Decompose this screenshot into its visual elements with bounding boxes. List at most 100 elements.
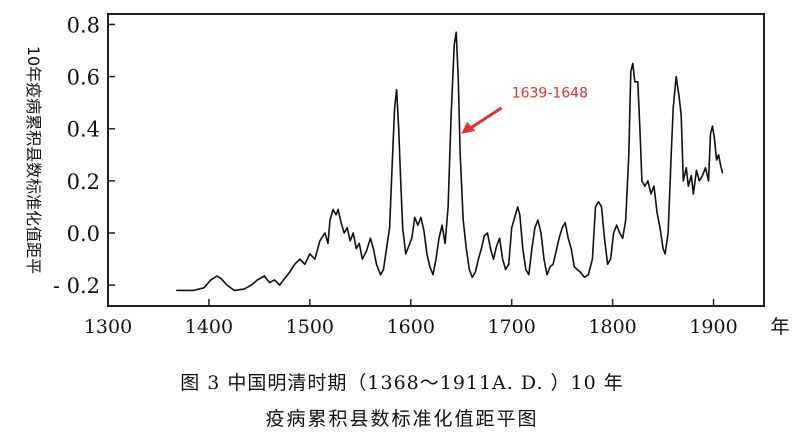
data-point (226, 284, 228, 286)
data-point (426, 253, 428, 255)
data-point (375, 263, 378, 265)
data-point (402, 227, 404, 229)
data-point (587, 274, 590, 276)
data-point (564, 222, 566, 224)
data-point (610, 258, 612, 260)
data-point (400, 180, 402, 182)
data-point (607, 263, 609, 265)
data-point (522, 248, 524, 250)
data-point (273, 279, 276, 281)
data-point (396, 89, 398, 91)
data-point (682, 180, 684, 182)
y-tick-label: 0.0 (67, 222, 100, 246)
data-point (250, 284, 252, 286)
data-point (441, 224, 443, 226)
data-point (477, 258, 479, 260)
data-point (594, 206, 597, 208)
data-point (678, 96, 680, 98)
y-axis-label: 10年疫病累积县数标准化值距平 (24, 46, 43, 274)
data-point (555, 250, 557, 252)
data-point (340, 222, 342, 224)
data-point (294, 263, 296, 265)
data-point (502, 258, 504, 260)
data-point (552, 263, 554, 265)
x-tick-label: 1700 (488, 316, 536, 338)
data-point (279, 284, 281, 286)
data-point (711, 125, 714, 127)
data-point (438, 237, 440, 239)
data-point (299, 258, 301, 260)
data-point (514, 216, 516, 218)
data-point (423, 229, 425, 231)
annotation-group: 1639-1648 (461, 85, 588, 134)
y-tick-label: 0.4 (67, 118, 100, 142)
series-group (176, 31, 724, 292)
data-point (369, 237, 371, 239)
data-point (289, 271, 291, 273)
figure-caption-line2: 疫病累积县数标准化值距平图 (265, 408, 539, 430)
data-point (567, 237, 569, 239)
x-axis: 1300 1400 1500 1600 1700 1800 1900 年 (84, 299, 790, 338)
data-point (591, 258, 594, 260)
x-tick-label: 1500 (286, 316, 334, 338)
data-point (659, 227, 661, 229)
data-point (462, 219, 464, 221)
data-point (704, 167, 707, 169)
data-point (670, 154, 672, 156)
data-point (432, 274, 434, 276)
data-point (647, 180, 649, 182)
data-point (285, 276, 287, 278)
data-point (583, 276, 586, 278)
chart: 0.8 0.6 0.4 0.2 0.0 - 0.2 1300 1400 1500 1600 170… (24, 13, 790, 338)
data-point (517, 206, 519, 208)
x-axis-label: 年 (770, 316, 789, 338)
data-point (625, 219, 627, 221)
data-point (707, 180, 710, 182)
data-point (332, 208, 334, 211)
data-point (709, 133, 712, 135)
data-point (534, 227, 536, 229)
data-point (713, 138, 716, 140)
data-point (329, 219, 331, 221)
annotation-label: 1639-1648 (512, 85, 588, 101)
data-point (361, 258, 363, 260)
data-point (722, 172, 724, 174)
data-point (405, 253, 407, 255)
data-point (176, 289, 178, 291)
y-axis: 0.8 0.6 0.4 0.2 0.0 - 0.2 (53, 13, 115, 298)
data-point (220, 278, 222, 280)
data-point (480, 248, 482, 250)
data-point (511, 227, 513, 229)
data-point (486, 232, 489, 234)
data-point (543, 258, 545, 260)
data-point (613, 232, 615, 234)
data-point (243, 288, 245, 290)
data-point (639, 128, 641, 130)
y-tick-label: 0.6 (67, 66, 100, 90)
data-point (531, 248, 533, 250)
data-point (561, 227, 563, 229)
data-point (634, 81, 636, 83)
data-point (499, 237, 501, 239)
data-point (664, 253, 666, 255)
data-point (519, 214, 521, 216)
data-point (667, 232, 669, 234)
data-point (546, 274, 548, 276)
data-point (429, 266, 431, 268)
data-point (358, 242, 360, 244)
data-point (690, 175, 692, 177)
data-point (457, 76, 459, 78)
data-point (324, 232, 326, 234)
data-point (468, 268, 470, 271)
y-tick-label: - 0.2 (53, 274, 100, 298)
data-point (335, 214, 337, 216)
data-point (309, 253, 311, 255)
data-point (687, 185, 689, 187)
data-point (662, 248, 664, 250)
data-point (372, 248, 374, 250)
data-point (637, 81, 639, 83)
data-point (343, 232, 345, 234)
data-point (579, 271, 581, 273)
data-point (597, 201, 600, 203)
